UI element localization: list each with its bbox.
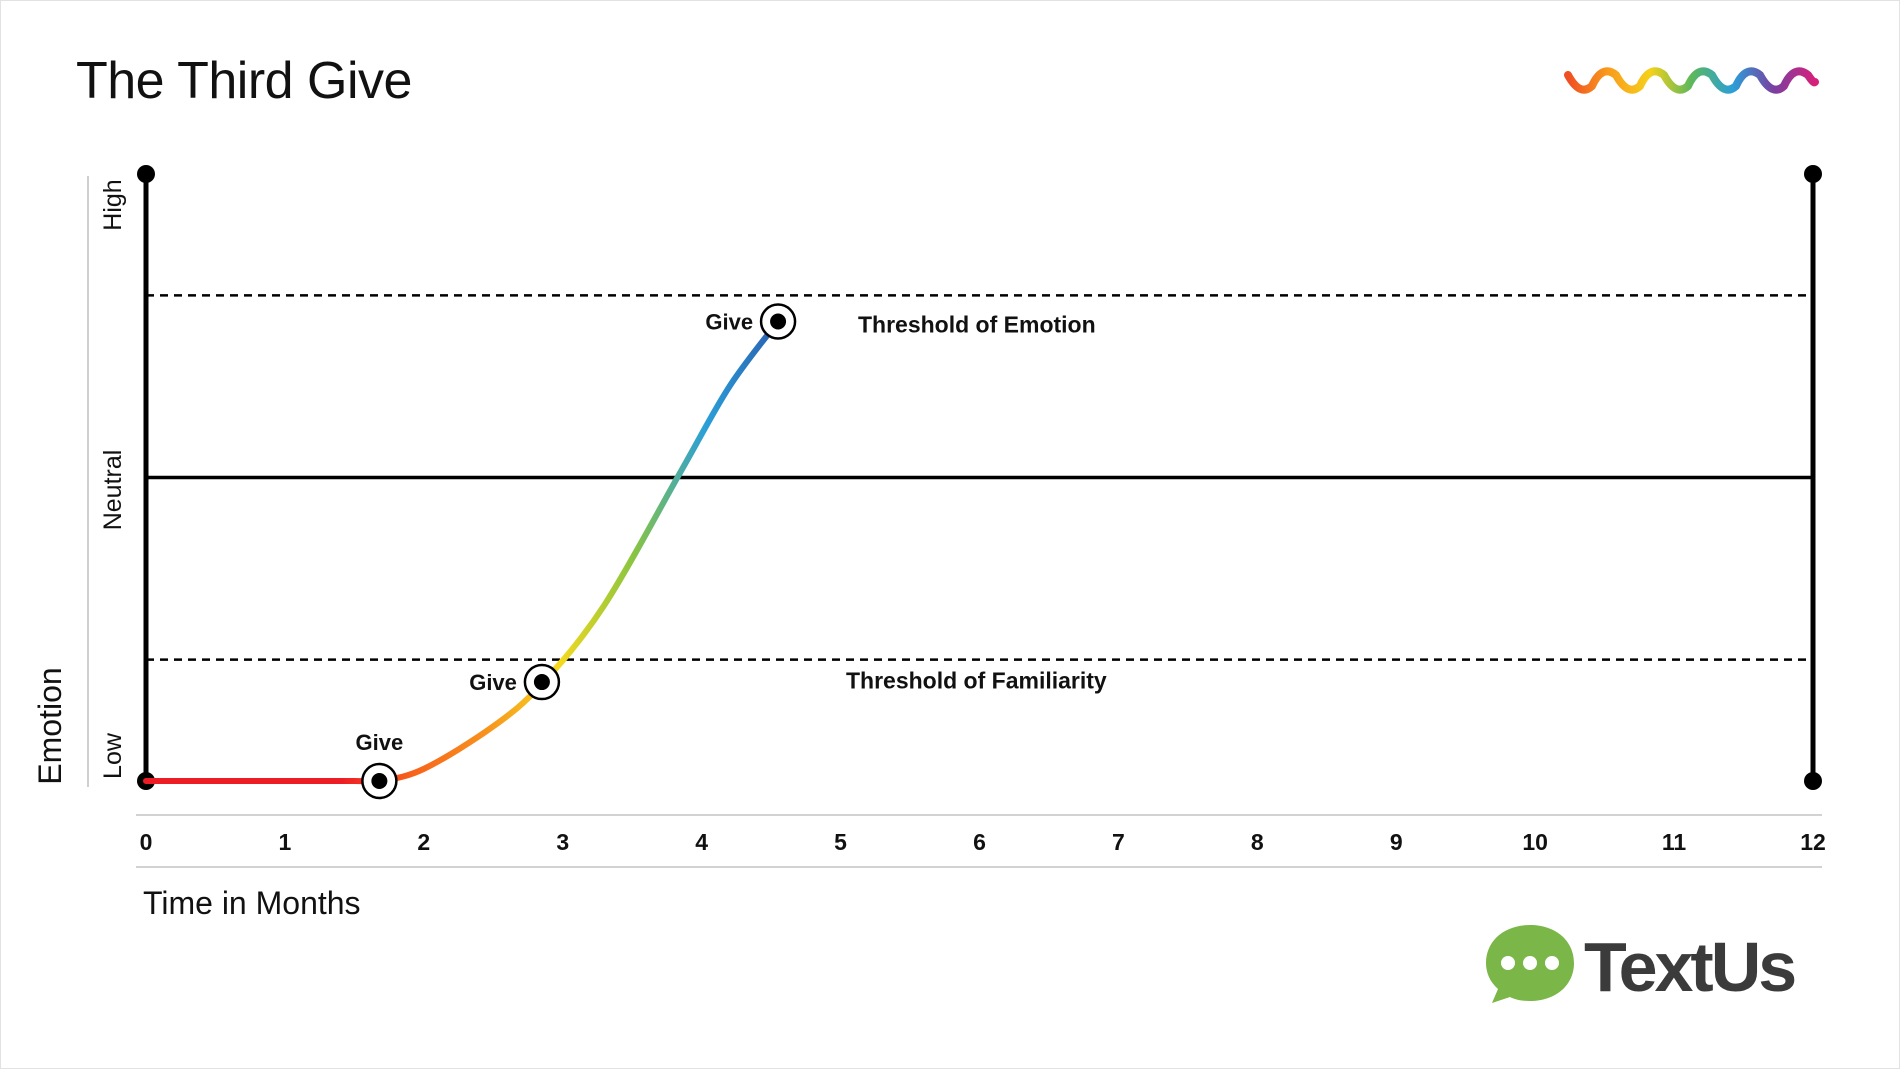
y-level-label: High xyxy=(99,179,127,230)
give-label: Give xyxy=(705,310,753,335)
give-label: Give xyxy=(356,730,404,755)
rainbow-wave-logo xyxy=(1564,67,1819,94)
x-tick-label: 9 xyxy=(1390,829,1403,855)
x-tick-label: 5 xyxy=(834,829,847,855)
x-tick-label: 8 xyxy=(1251,829,1264,855)
x-tick-label: 2 xyxy=(417,829,430,855)
give-marker xyxy=(361,762,398,800)
wave-icon xyxy=(1564,67,1819,94)
x-tick-label: 6 xyxy=(973,829,986,855)
brand-name: TextUs xyxy=(1584,928,1795,1006)
x-tick-label: 10 xyxy=(1522,829,1548,855)
chart-title: The Third Give xyxy=(76,52,412,110)
axis-endpoint-bottom-right xyxy=(1804,772,1822,790)
threshold-label: Threshold of Emotion xyxy=(858,311,1096,337)
x-tick-label: 1 xyxy=(279,829,292,855)
x-tick-label: 3 xyxy=(556,829,569,855)
y-level-label: Low xyxy=(99,732,127,779)
textus-logo: TextUs xyxy=(1486,925,1798,1006)
y-level-label: Neutral xyxy=(99,450,127,531)
axis-endpoint-top-left xyxy=(137,165,155,183)
x-tick-label: 0 xyxy=(140,829,153,855)
x-tick-label: 4 xyxy=(695,829,708,855)
give-marker xyxy=(523,663,561,701)
x-tick-label: 11 xyxy=(1662,829,1687,855)
y-axis-title: Emotion xyxy=(32,667,68,784)
give-marker-dot xyxy=(770,313,787,330)
threshold-label: Threshold of Familiarity xyxy=(846,668,1107,694)
give-marker-dot xyxy=(371,773,388,789)
emotion-curve xyxy=(143,318,782,785)
give-marker xyxy=(759,303,797,340)
give-label: Give xyxy=(469,670,517,695)
x-tick-label: 7 xyxy=(1112,829,1125,855)
axis-endpoint-top-right xyxy=(1804,165,1822,183)
give-marker-dot xyxy=(533,674,550,691)
chat-bubble-icon xyxy=(1486,925,1574,1003)
x-axis-title: Time in Months xyxy=(143,885,361,921)
x-tick-label: 12 xyxy=(1800,829,1826,855)
